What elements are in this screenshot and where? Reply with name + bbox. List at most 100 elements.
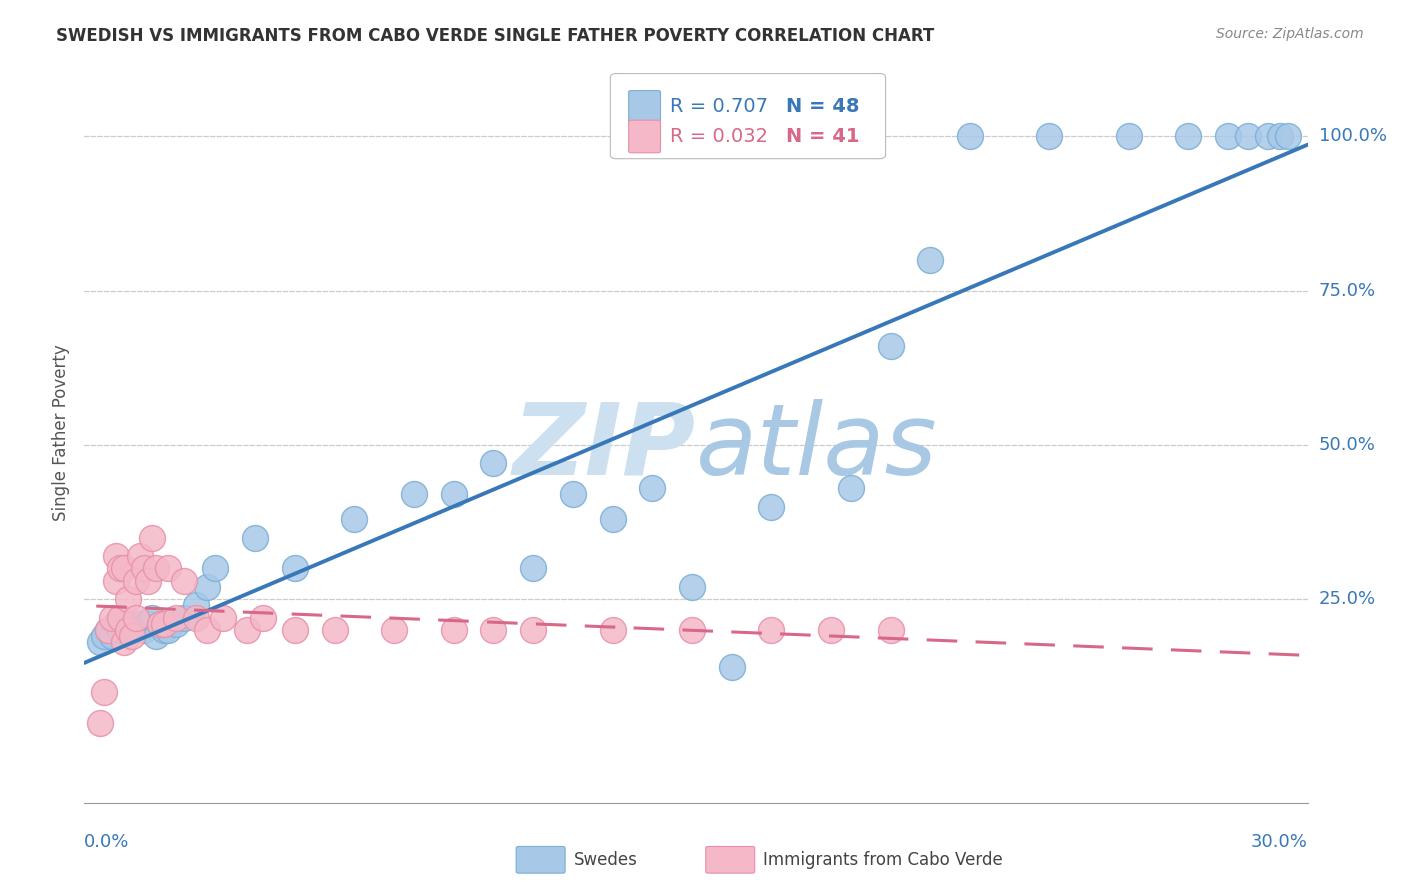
Text: Swedes: Swedes (574, 851, 637, 869)
Point (101, 611, 124, 625)
Point (132, 561, 155, 575)
Point (761, 500, 783, 514)
Point (959, 129, 981, 144)
Point (284, 561, 307, 575)
Point (152, 623, 174, 637)
Point (602, 512, 624, 526)
Point (141, 531, 163, 545)
Point (112, 561, 135, 575)
Point (173, 611, 195, 625)
Point (97, 623, 120, 637)
Text: R = 0.032: R = 0.032 (671, 127, 768, 146)
Point (165, 611, 187, 625)
Point (761, 623, 783, 637)
Point (382, 623, 405, 637)
Point (1257, 129, 1279, 144)
Point (204, 561, 226, 575)
Point (121, 629, 143, 643)
FancyBboxPatch shape (706, 847, 755, 873)
Text: ZIP: ZIP (513, 399, 696, 496)
Point (681, 580, 703, 594)
Point (879, 339, 901, 353)
Y-axis label: Single Father Poverty: Single Father Poverty (52, 344, 70, 521)
Point (156, 561, 179, 575)
Point (1237, 129, 1260, 144)
Point (129, 616, 152, 631)
Point (720, 660, 742, 674)
Text: SWEDISH VS IMMIGRANTS FROM CABO VERDE SINGLE FATHER POVERTY CORRELATION CHART: SWEDISH VS IMMIGRANTS FROM CABO VERDE SI… (56, 27, 935, 45)
Point (93, 685, 115, 699)
Text: 75.0%: 75.0% (1319, 282, 1376, 300)
Point (89, 635, 111, 649)
Point (112, 623, 135, 637)
FancyBboxPatch shape (610, 73, 886, 159)
Point (243, 531, 266, 545)
Text: 50.0%: 50.0% (1319, 436, 1375, 454)
Text: 100.0%: 100.0% (1319, 128, 1386, 145)
FancyBboxPatch shape (628, 120, 661, 153)
Point (284, 623, 307, 637)
Point (184, 599, 207, 613)
Point (129, 549, 152, 563)
Point (156, 623, 179, 637)
Point (108, 611, 131, 625)
Point (145, 629, 167, 643)
Point (879, 623, 901, 637)
Point (820, 623, 842, 637)
Text: N = 48: N = 48 (786, 97, 860, 116)
Point (132, 623, 155, 637)
Point (920, 252, 942, 267)
Point (1218, 129, 1240, 144)
Point (1038, 129, 1060, 144)
Text: 30.0%: 30.0% (1251, 833, 1308, 851)
Point (136, 574, 159, 588)
Text: atlas: atlas (696, 399, 938, 496)
Point (136, 616, 159, 631)
Point (97, 623, 120, 637)
Point (323, 623, 346, 637)
Point (252, 611, 274, 625)
Point (443, 623, 465, 637)
Point (173, 574, 195, 588)
Point (482, 457, 505, 471)
Point (105, 574, 128, 588)
Text: 25.0%: 25.0% (1319, 591, 1376, 608)
Point (89, 715, 111, 730)
Point (165, 616, 187, 631)
Text: Immigrants from Cabo Verde: Immigrants from Cabo Verde (763, 851, 1002, 869)
Point (602, 623, 624, 637)
Point (149, 616, 172, 631)
Point (149, 616, 172, 631)
Point (108, 561, 131, 575)
Point (108, 623, 131, 637)
Point (117, 616, 139, 631)
Text: N = 41: N = 41 (786, 127, 860, 146)
Point (112, 635, 135, 649)
Point (402, 487, 425, 501)
Point (1277, 129, 1299, 144)
Point (141, 611, 163, 625)
Point (443, 487, 465, 501)
FancyBboxPatch shape (516, 847, 565, 873)
Point (1118, 129, 1140, 144)
Point (101, 629, 124, 643)
Point (152, 616, 174, 631)
Text: R = 0.707: R = 0.707 (671, 97, 768, 116)
Point (1177, 129, 1199, 144)
Text: Source: ZipAtlas.com: Source: ZipAtlas.com (1216, 27, 1364, 41)
Point (236, 623, 259, 637)
Point (197, 623, 219, 637)
Point (125, 574, 148, 588)
Point (105, 549, 128, 563)
Point (93, 629, 115, 643)
Point (1268, 129, 1291, 144)
Point (197, 580, 219, 594)
Point (522, 561, 544, 575)
Point (121, 623, 143, 637)
Point (561, 487, 583, 501)
Point (522, 623, 544, 637)
Point (343, 512, 366, 526)
Point (145, 561, 167, 575)
Point (125, 611, 148, 625)
Point (105, 616, 128, 631)
